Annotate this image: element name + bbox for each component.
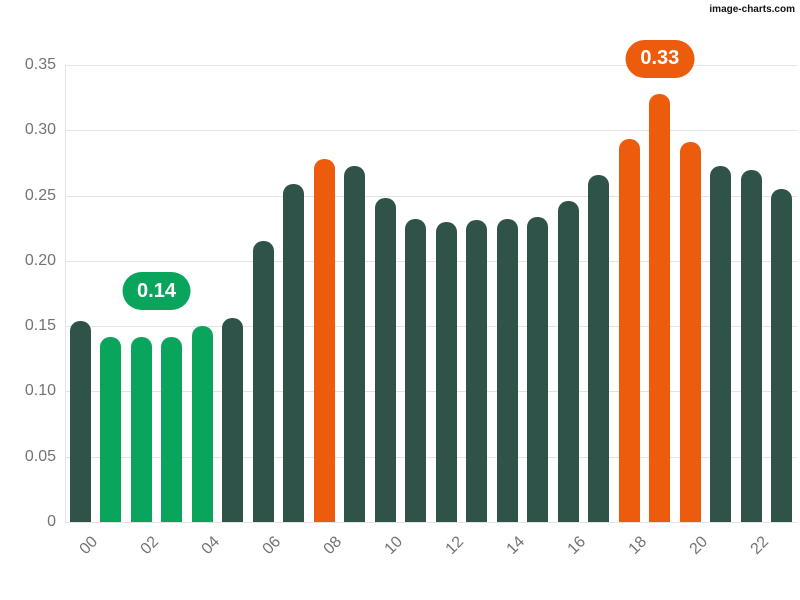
y-tick-label: 0.30 — [24, 121, 56, 139]
annotation-0.14: 0.14 — [122, 272, 191, 311]
gridline — [65, 456, 797, 458]
bar-hour-18 — [618, 139, 640, 522]
y-tick-label: 0.10 — [24, 382, 56, 400]
y-axis-line — [65, 65, 66, 522]
gridline — [65, 195, 797, 197]
bar-hour-15 — [527, 216, 549, 522]
gridline — [65, 391, 797, 393]
bar-hour-13 — [466, 220, 488, 522]
bar-hour-07 — [283, 183, 305, 522]
gridline — [65, 260, 797, 262]
bar-hour-17 — [588, 174, 610, 522]
y-tick-label: 0.25 — [24, 186, 56, 204]
bar-hour-22 — [740, 169, 762, 522]
gridline — [65, 65, 797, 66]
bar-hour-04 — [191, 326, 213, 522]
y-tick-label: 0 — [47, 513, 56, 530]
bar-hour-23 — [771, 189, 793, 522]
bar-hour-12 — [435, 221, 457, 522]
watermark: image-charts.com — [709, 4, 795, 15]
bar-hour-05 — [222, 318, 244, 522]
bar-hour-14 — [496, 219, 518, 522]
bar-hour-16 — [557, 200, 579, 522]
bar-hour-03 — [161, 336, 183, 522]
y-tick-label: 0.20 — [24, 251, 56, 269]
y-tick-label: 0.15 — [24, 317, 56, 335]
y-tick-label: 0.35 — [24, 56, 56, 73]
bar-hour-01 — [100, 336, 122, 522]
gridline — [65, 326, 797, 328]
bar-hour-02 — [130, 336, 152, 522]
gridline — [65, 522, 797, 523]
bar-hour-09 — [344, 165, 366, 522]
bar-hour-00 — [69, 320, 91, 522]
bar-hour-06 — [252, 241, 274, 522]
gridline — [65, 130, 797, 132]
bar-hour-21 — [710, 165, 732, 522]
bar-hour-20 — [679, 142, 701, 522]
annotation-0.33: 0.33 — [625, 39, 695, 78]
bar-hour-19 — [649, 93, 671, 522]
bar-hour-08 — [313, 159, 335, 522]
bar-hour-11 — [405, 219, 427, 522]
y-tick-label: 0.05 — [24, 447, 56, 465]
bar-hour-10 — [374, 198, 396, 522]
